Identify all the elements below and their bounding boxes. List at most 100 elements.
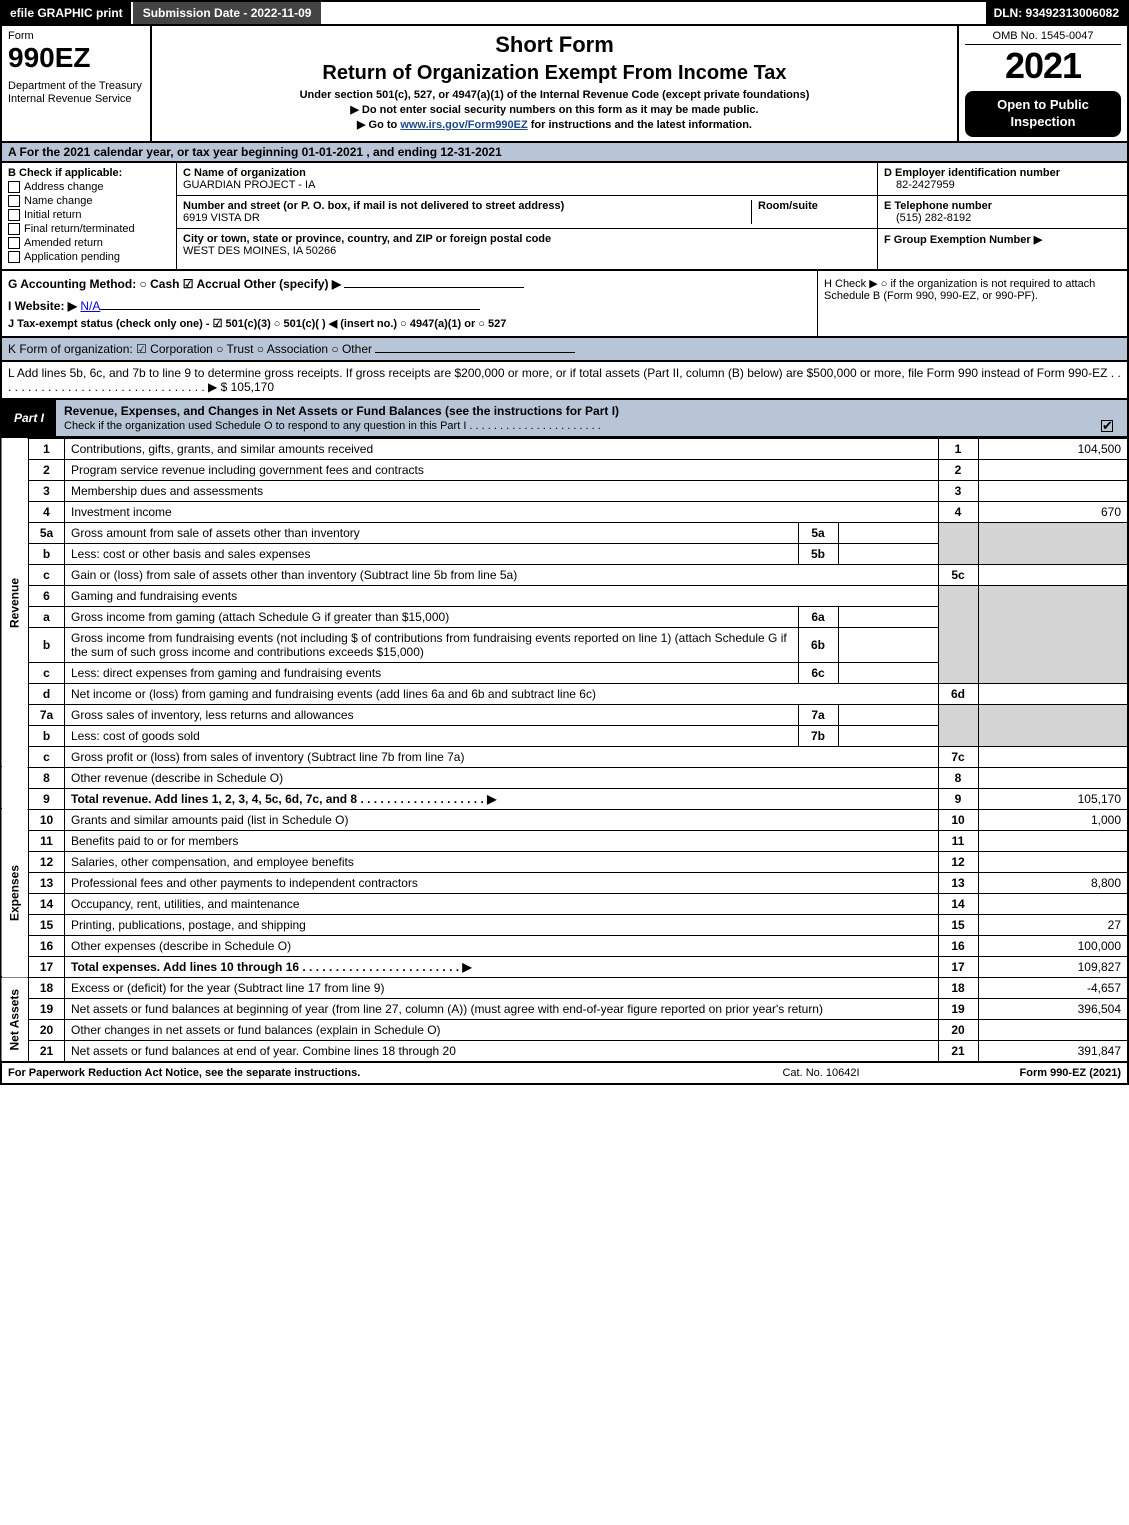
- line-desc: Excess or (deficit) for the year (Subtra…: [65, 977, 939, 998]
- line-num: 4: [29, 501, 65, 522]
- footer-left: For Paperwork Reduction Act Notice, see …: [8, 1067, 721, 1079]
- part1-tag: Part I: [2, 400, 56, 436]
- line-amt: 8,800: [978, 872, 1128, 893]
- part1-header: Part I Revenue, Expenses, and Changes in…: [0, 400, 1129, 438]
- line-amt: [978, 893, 1128, 914]
- line-desc: Membership dues and assessments: [65, 480, 939, 501]
- line-num: 16: [29, 935, 65, 956]
- line-rn: 21: [938, 1040, 978, 1062]
- line-num: 20: [29, 1019, 65, 1040]
- form-header: Form 990EZ Department of the Treasury In…: [0, 26, 1129, 143]
- line-midval: [838, 704, 938, 725]
- form-label: Form: [8, 30, 144, 42]
- chk-label-1: Name change: [24, 195, 93, 207]
- line-amt: [978, 480, 1128, 501]
- line-midval: [838, 522, 938, 543]
- submission-date: Submission Date - 2022-11-09: [131, 2, 322, 24]
- row-l: L Add lines 5b, 6c, and 7b to line 9 to …: [0, 362, 1129, 400]
- line-midval: [838, 662, 938, 683]
- chk-label-2: Initial return: [24, 209, 81, 221]
- checkbox-name-change[interactable]: [8, 195, 20, 207]
- checkbox-amended-return[interactable]: [8, 237, 20, 249]
- line-desc: Net assets or fund balances at beginning…: [65, 998, 939, 1019]
- section-b-label: B Check if applicable:: [8, 167, 170, 179]
- line-desc: Gaming and fundraising events: [65, 585, 939, 606]
- line-num: 18: [29, 977, 65, 998]
- checkbox-address-change[interactable]: [8, 181, 20, 193]
- line-rn: 14: [938, 893, 978, 914]
- line-desc: Benefits paid to or for members: [65, 830, 939, 851]
- line-rn: 17: [938, 956, 978, 977]
- line-rn: 5c: [938, 564, 978, 585]
- section-h: H Check ▶ ○ if the organization is not r…: [817, 271, 1127, 336]
- ein: 82-2427959: [884, 179, 1121, 191]
- checkbox-final-return[interactable]: [8, 223, 20, 235]
- line-amt: [978, 683, 1128, 704]
- city-label: City or town, state or province, country…: [183, 233, 871, 245]
- line-num: 5a: [29, 522, 65, 543]
- sidebar-netassets: Net Assets: [1, 977, 29, 1062]
- line-rn: 13: [938, 872, 978, 893]
- line-midval: [838, 606, 938, 627]
- line-num: 17: [29, 956, 65, 977]
- open-to-public-badge: Open to Public Inspection: [965, 91, 1121, 137]
- addr-value: 6919 VISTA DR: [183, 212, 751, 224]
- footer-right: Form 990-EZ (2021): [921, 1067, 1121, 1079]
- section-c: C Name of organization GUARDIAN PROJECT …: [177, 163, 877, 269]
- line-desc: Grants and similar amounts paid (list in…: [65, 809, 939, 830]
- line-amt: 109,827: [978, 956, 1128, 977]
- line-rn: 11: [938, 830, 978, 851]
- line-rn: 20: [938, 1019, 978, 1040]
- subtitle: Under section 501(c), 527, or 4947(a)(1)…: [160, 89, 949, 101]
- line-desc: Net assets or fund balances at end of ye…: [65, 1040, 939, 1062]
- line-desc: Program service revenue including govern…: [65, 459, 939, 480]
- website-link[interactable]: N/A: [80, 299, 100, 313]
- row-j-text: J Tax-exempt status (check only one) - ☑…: [8, 318, 506, 330]
- line-num: 21: [29, 1040, 65, 1062]
- line-num: 12: [29, 851, 65, 872]
- instruction-1: ▶ Do not enter social security numbers o…: [160, 103, 949, 116]
- return-title: Return of Organization Exempt From Incom…: [160, 62, 949, 85]
- line-desc: Gain or (loss) from sale of assets other…: [65, 564, 939, 585]
- line-amt: [978, 851, 1128, 872]
- line-midval: [838, 725, 938, 746]
- row-g-text: G Accounting Method: ○ Cash ☑ Accrual Ot…: [8, 277, 341, 291]
- line-amt: [978, 564, 1128, 585]
- section-b: B Check if applicable: Address change Na…: [2, 163, 177, 269]
- line-num: d: [29, 683, 65, 704]
- line-midnum: 7a: [798, 704, 838, 725]
- efile-label[interactable]: efile GRAPHIC print: [2, 2, 131, 24]
- line-desc: Gross amount from sale of assets other t…: [65, 522, 799, 543]
- line-rn: 3: [938, 480, 978, 501]
- line-num: 2: [29, 459, 65, 480]
- line-desc: Salaries, other compensation, and employ…: [65, 851, 939, 872]
- line-midnum: 7b: [798, 725, 838, 746]
- line-amt: [978, 830, 1128, 851]
- line-desc: Less: cost of goods sold: [65, 725, 799, 746]
- line-midnum: 5a: [798, 522, 838, 543]
- line-desc: Less: cost or other basis and sales expe…: [65, 543, 799, 564]
- line-desc: Less: direct expenses from gaming and fu…: [65, 662, 799, 683]
- d-label: D Employer identification number: [884, 167, 1121, 179]
- line-desc: Other expenses (describe in Schedule O): [65, 935, 939, 956]
- row-gh: G Accounting Method: ○ Cash ☑ Accrual Ot…: [0, 271, 1129, 338]
- chk-label-3: Final return/terminated: [24, 223, 135, 235]
- checkbox-application-pending[interactable]: [8, 251, 20, 263]
- chk-label-0: Address change: [24, 181, 104, 193]
- line-num: 1: [29, 438, 65, 459]
- line-desc: Occupancy, rent, utilities, and maintena…: [65, 893, 939, 914]
- section-def: D Employer identification number 82-2427…: [877, 163, 1127, 269]
- line-amt: [978, 1019, 1128, 1040]
- line-midnum: 6b: [798, 627, 838, 662]
- form-number: 990EZ: [8, 42, 144, 74]
- line-rn: 7c: [938, 746, 978, 767]
- part1-schedule-o-checkbox[interactable]: [1101, 420, 1113, 432]
- irs-link[interactable]: www.irs.gov/Form990EZ: [400, 119, 527, 131]
- main-table: Revenue 1 Contributions, gifts, grants, …: [0, 438, 1129, 1063]
- c-label: C Name of organization: [183, 167, 871, 179]
- line-desc: Gross income from fundraising events (no…: [65, 627, 799, 662]
- checkbox-initial-return[interactable]: [8, 209, 20, 221]
- line-num: 19: [29, 998, 65, 1019]
- line-num: c: [29, 662, 65, 683]
- line-rn: 12: [938, 851, 978, 872]
